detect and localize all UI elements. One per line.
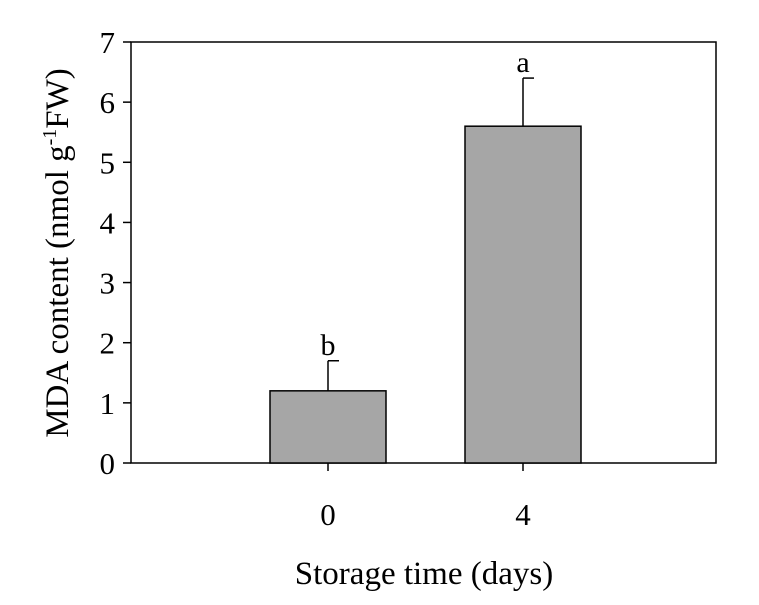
y-tick-label: 2 [100, 326, 116, 361]
y-axis-title-suffix: FW) [40, 68, 76, 129]
bar [269, 390, 387, 464]
x-tick-label: 0 [320, 497, 336, 532]
y-tick-label: 5 [100, 145, 116, 180]
x-tick-label: 4 [515, 497, 531, 532]
bars-layer: ba [269, 46, 582, 464]
y-axis-title: MDA content (nmol g-1FW) [39, 68, 76, 438]
y-tick-label: 0 [100, 446, 116, 481]
y-axis: 0 1 2 3 4 5 6 7 [100, 25, 131, 481]
significance-label: b [321, 329, 336, 362]
y-axis-title-superscript: -1 [39, 129, 61, 146]
y-tick-label: 6 [100, 85, 116, 120]
y-axis-title-prefix: MDA content (nmol g [40, 145, 76, 437]
y-tick-label: 7 [100, 25, 116, 60]
y-tick-label: 1 [100, 386, 116, 421]
plot-frame [130, 41, 717, 464]
y-tick-label: 4 [100, 205, 116, 240]
bar [464, 125, 582, 464]
x-axis-title: Storage time (days) [295, 556, 553, 592]
significance-label: a [516, 46, 529, 79]
y-tick-label: 3 [100, 266, 116, 301]
